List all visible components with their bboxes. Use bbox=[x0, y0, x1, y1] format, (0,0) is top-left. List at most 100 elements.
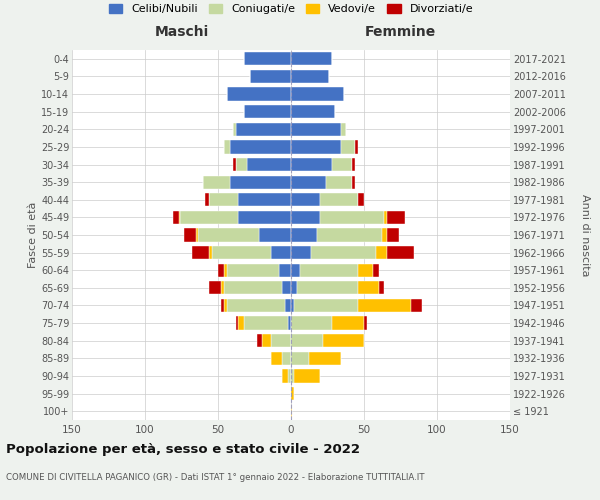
Text: Popolazione per età, sesso e stato civile - 2022: Popolazione per età, sesso e stato civil… bbox=[6, 442, 360, 456]
Bar bbox=[291, 193, 320, 206]
Bar bbox=[288, 316, 291, 330]
Bar bbox=[376, 246, 388, 259]
Bar bbox=[291, 299, 294, 312]
Bar bbox=[355, 140, 358, 153]
Bar bbox=[291, 52, 332, 66]
Bar bbox=[358, 299, 411, 312]
Bar bbox=[411, 299, 422, 312]
Bar bbox=[282, 281, 291, 294]
Bar bbox=[291, 105, 335, 118]
Bar bbox=[224, 140, 230, 153]
Bar bbox=[317, 228, 382, 241]
Bar bbox=[271, 246, 291, 259]
Bar bbox=[294, 370, 320, 382]
Bar bbox=[388, 228, 399, 241]
Bar bbox=[291, 246, 311, 259]
Bar bbox=[323, 334, 364, 347]
Bar bbox=[332, 158, 352, 171]
Bar bbox=[291, 404, 292, 418]
Bar bbox=[291, 140, 341, 153]
Text: Femmine: Femmine bbox=[365, 26, 436, 40]
Bar bbox=[209, 193, 238, 206]
Bar bbox=[227, 88, 291, 101]
Bar bbox=[332, 316, 364, 330]
Bar bbox=[291, 211, 320, 224]
Bar bbox=[209, 246, 212, 259]
Bar bbox=[236, 158, 247, 171]
Bar bbox=[320, 193, 358, 206]
Bar bbox=[244, 316, 288, 330]
Bar bbox=[388, 211, 405, 224]
Bar bbox=[297, 281, 358, 294]
Bar bbox=[227, 264, 280, 277]
Bar bbox=[291, 176, 326, 188]
Bar bbox=[218, 264, 224, 277]
Bar bbox=[221, 281, 224, 294]
Bar bbox=[203, 176, 230, 188]
Bar bbox=[221, 299, 224, 312]
Bar bbox=[341, 140, 355, 153]
Bar bbox=[311, 246, 376, 259]
Bar bbox=[358, 281, 379, 294]
Bar bbox=[308, 352, 341, 365]
Bar bbox=[358, 193, 364, 206]
Bar bbox=[291, 228, 317, 241]
Bar bbox=[257, 334, 262, 347]
Bar bbox=[291, 88, 344, 101]
Bar bbox=[205, 193, 209, 206]
Bar bbox=[300, 264, 358, 277]
Bar bbox=[259, 228, 291, 241]
Bar bbox=[180, 211, 238, 224]
Bar bbox=[320, 211, 385, 224]
Bar bbox=[373, 264, 379, 277]
Bar bbox=[352, 158, 355, 171]
Bar bbox=[238, 211, 291, 224]
Bar bbox=[291, 264, 300, 277]
Bar bbox=[184, 228, 196, 241]
Bar bbox=[179, 211, 180, 224]
Bar bbox=[285, 299, 291, 312]
Bar bbox=[288, 370, 291, 382]
Bar bbox=[247, 158, 291, 171]
Bar bbox=[236, 316, 238, 330]
Bar bbox=[364, 316, 367, 330]
Bar bbox=[233, 122, 236, 136]
Bar bbox=[291, 316, 332, 330]
Bar bbox=[291, 387, 294, 400]
Bar bbox=[282, 370, 288, 382]
Bar bbox=[291, 281, 297, 294]
Bar bbox=[291, 122, 341, 136]
Bar bbox=[224, 281, 282, 294]
Bar bbox=[212, 246, 271, 259]
Bar bbox=[227, 299, 285, 312]
Bar bbox=[341, 122, 346, 136]
Bar bbox=[291, 70, 329, 83]
Bar bbox=[358, 264, 373, 277]
Bar bbox=[230, 176, 291, 188]
Text: Maschi: Maschi bbox=[154, 26, 209, 40]
Bar bbox=[244, 105, 291, 118]
Bar bbox=[250, 70, 291, 83]
Bar bbox=[280, 264, 291, 277]
Bar bbox=[233, 158, 236, 171]
Bar bbox=[224, 299, 227, 312]
Y-axis label: Anni di nascita: Anni di nascita bbox=[580, 194, 590, 276]
Bar bbox=[352, 176, 355, 188]
Bar bbox=[385, 211, 388, 224]
Bar bbox=[271, 334, 291, 347]
Bar bbox=[238, 193, 291, 206]
Bar bbox=[196, 228, 197, 241]
Bar bbox=[291, 352, 308, 365]
Bar bbox=[192, 246, 209, 259]
Bar bbox=[294, 299, 358, 312]
Text: COMUNE DI CIVITELLA PAGANICO (GR) - Dati ISTAT 1° gennaio 2022 - Elaborazione TU: COMUNE DI CIVITELLA PAGANICO (GR) - Dati… bbox=[6, 472, 425, 482]
Bar bbox=[379, 281, 385, 294]
Bar bbox=[271, 352, 282, 365]
Bar bbox=[244, 52, 291, 66]
Bar bbox=[230, 140, 291, 153]
Bar bbox=[282, 352, 291, 365]
Bar bbox=[262, 334, 271, 347]
Bar bbox=[238, 316, 244, 330]
Bar bbox=[291, 334, 323, 347]
Bar bbox=[197, 228, 259, 241]
